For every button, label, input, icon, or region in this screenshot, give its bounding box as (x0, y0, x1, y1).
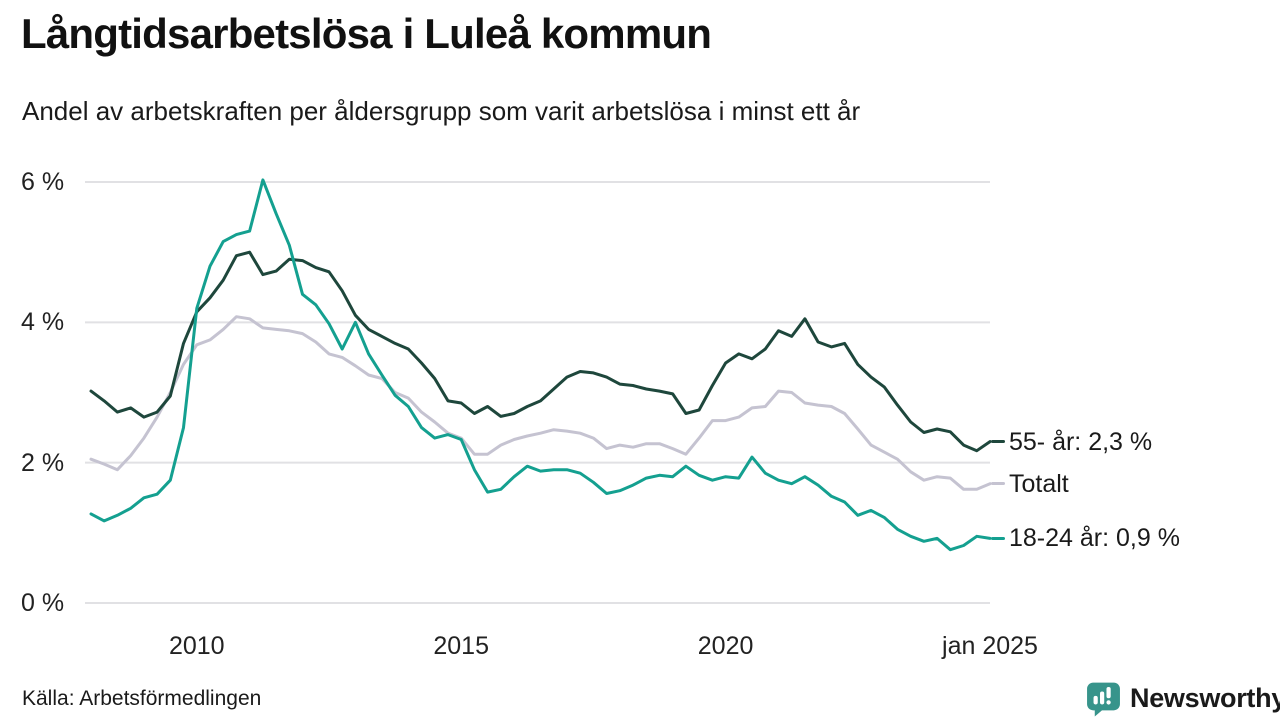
series-end-label-text: Totalt (1009, 469, 1069, 498)
y-axis-tick-label: 6 % (21, 168, 65, 196)
newsworthy-branding: Newsworthy (1085, 680, 1280, 717)
series-end-label-55: 55- år: 2,3 % (991, 427, 1152, 457)
x-axis-tick-label: jan 2025 (942, 632, 1038, 660)
brand-wordmark: Newsworthy (1130, 683, 1280, 713)
source-note: Källa: Arbetsförmedlingen (22, 687, 262, 710)
page-title: Långtidsarbetslösa i Luleå kommun (21, 10, 712, 57)
series-end-label-text: 18-24 år: 0,9 % (1009, 524, 1180, 553)
series-end-label-total: Totalt (991, 469, 1069, 499)
x-axis-tick-label: 2015 (433, 632, 489, 660)
y-axis-tick-label: 0 % (21, 589, 65, 617)
x-axis-tick-label: 2010 (168, 632, 225, 660)
series-end-label-text: 55- år: 2,3 % (1009, 427, 1153, 456)
series-dash-55 (991, 440, 1005, 444)
series-dash-total (991, 482, 1005, 486)
y-axis-tick-label: 4 % (21, 308, 65, 337)
series-dash-18-24 (991, 536, 1005, 540)
x-axis-tick-label: 2020 (697, 632, 754, 660)
page-subtitle: Andel av arbetskraften per åldersgrupp s… (22, 96, 861, 126)
newsworthy-barchart-bubble-icon (1087, 682, 1120, 717)
y-axis-tick-label: 2 % (21, 448, 65, 477)
series-end-label-18-24: 18-24 år: 0,9 % (991, 523, 1180, 553)
